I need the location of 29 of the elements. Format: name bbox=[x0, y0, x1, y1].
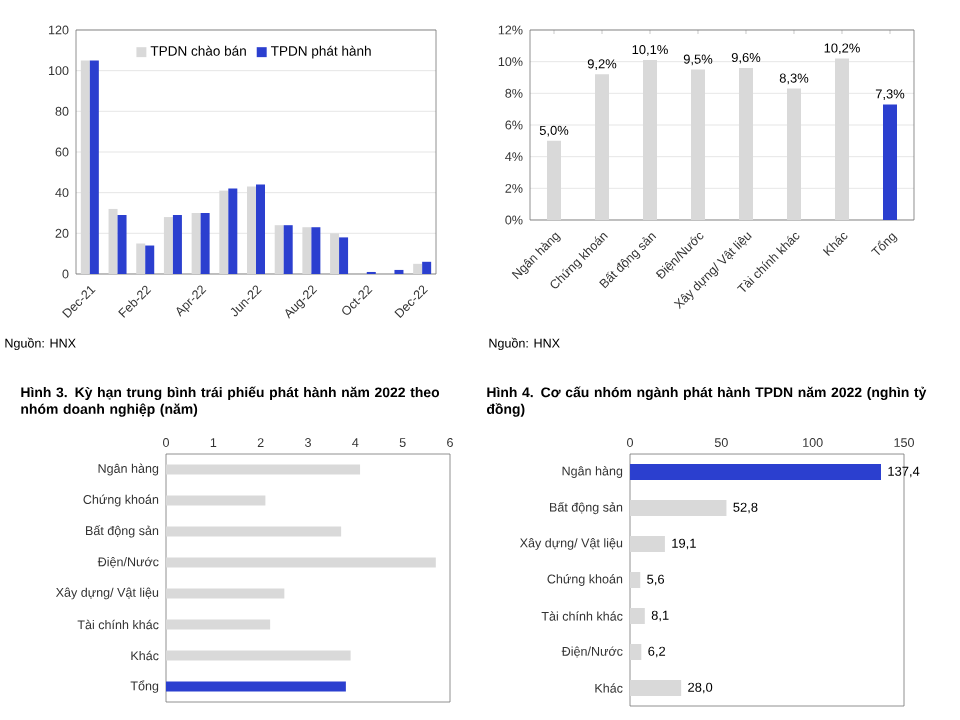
bar bbox=[630, 680, 682, 696]
bar bbox=[413, 263, 423, 274]
bar bbox=[166, 650, 351, 661]
bar bbox=[166, 495, 266, 506]
bar bbox=[136, 243, 146, 274]
bar bbox=[630, 644, 642, 661]
bar bbox=[339, 237, 349, 274]
bar bbox=[311, 227, 321, 274]
bar bbox=[228, 188, 238, 274]
bar bbox=[166, 526, 342, 537]
bar bbox=[283, 225, 293, 274]
bar bbox=[630, 536, 665, 553]
bar bbox=[145, 245, 155, 274]
bar bbox=[200, 212, 210, 274]
bar bbox=[117, 215, 127, 274]
bar bbox=[422, 261, 432, 274]
bar bbox=[883, 104, 897, 220]
bar bbox=[630, 500, 727, 517]
bar bbox=[166, 557, 436, 568]
bar bbox=[166, 619, 271, 630]
bar bbox=[166, 588, 285, 599]
bar bbox=[630, 608, 645, 625]
bar bbox=[630, 572, 641, 589]
bar bbox=[89, 60, 99, 274]
bar bbox=[166, 464, 361, 475]
bar bbox=[256, 184, 265, 274]
bar bbox=[166, 681, 346, 692]
bar bbox=[630, 464, 881, 481]
bar bbox=[172, 215, 182, 274]
